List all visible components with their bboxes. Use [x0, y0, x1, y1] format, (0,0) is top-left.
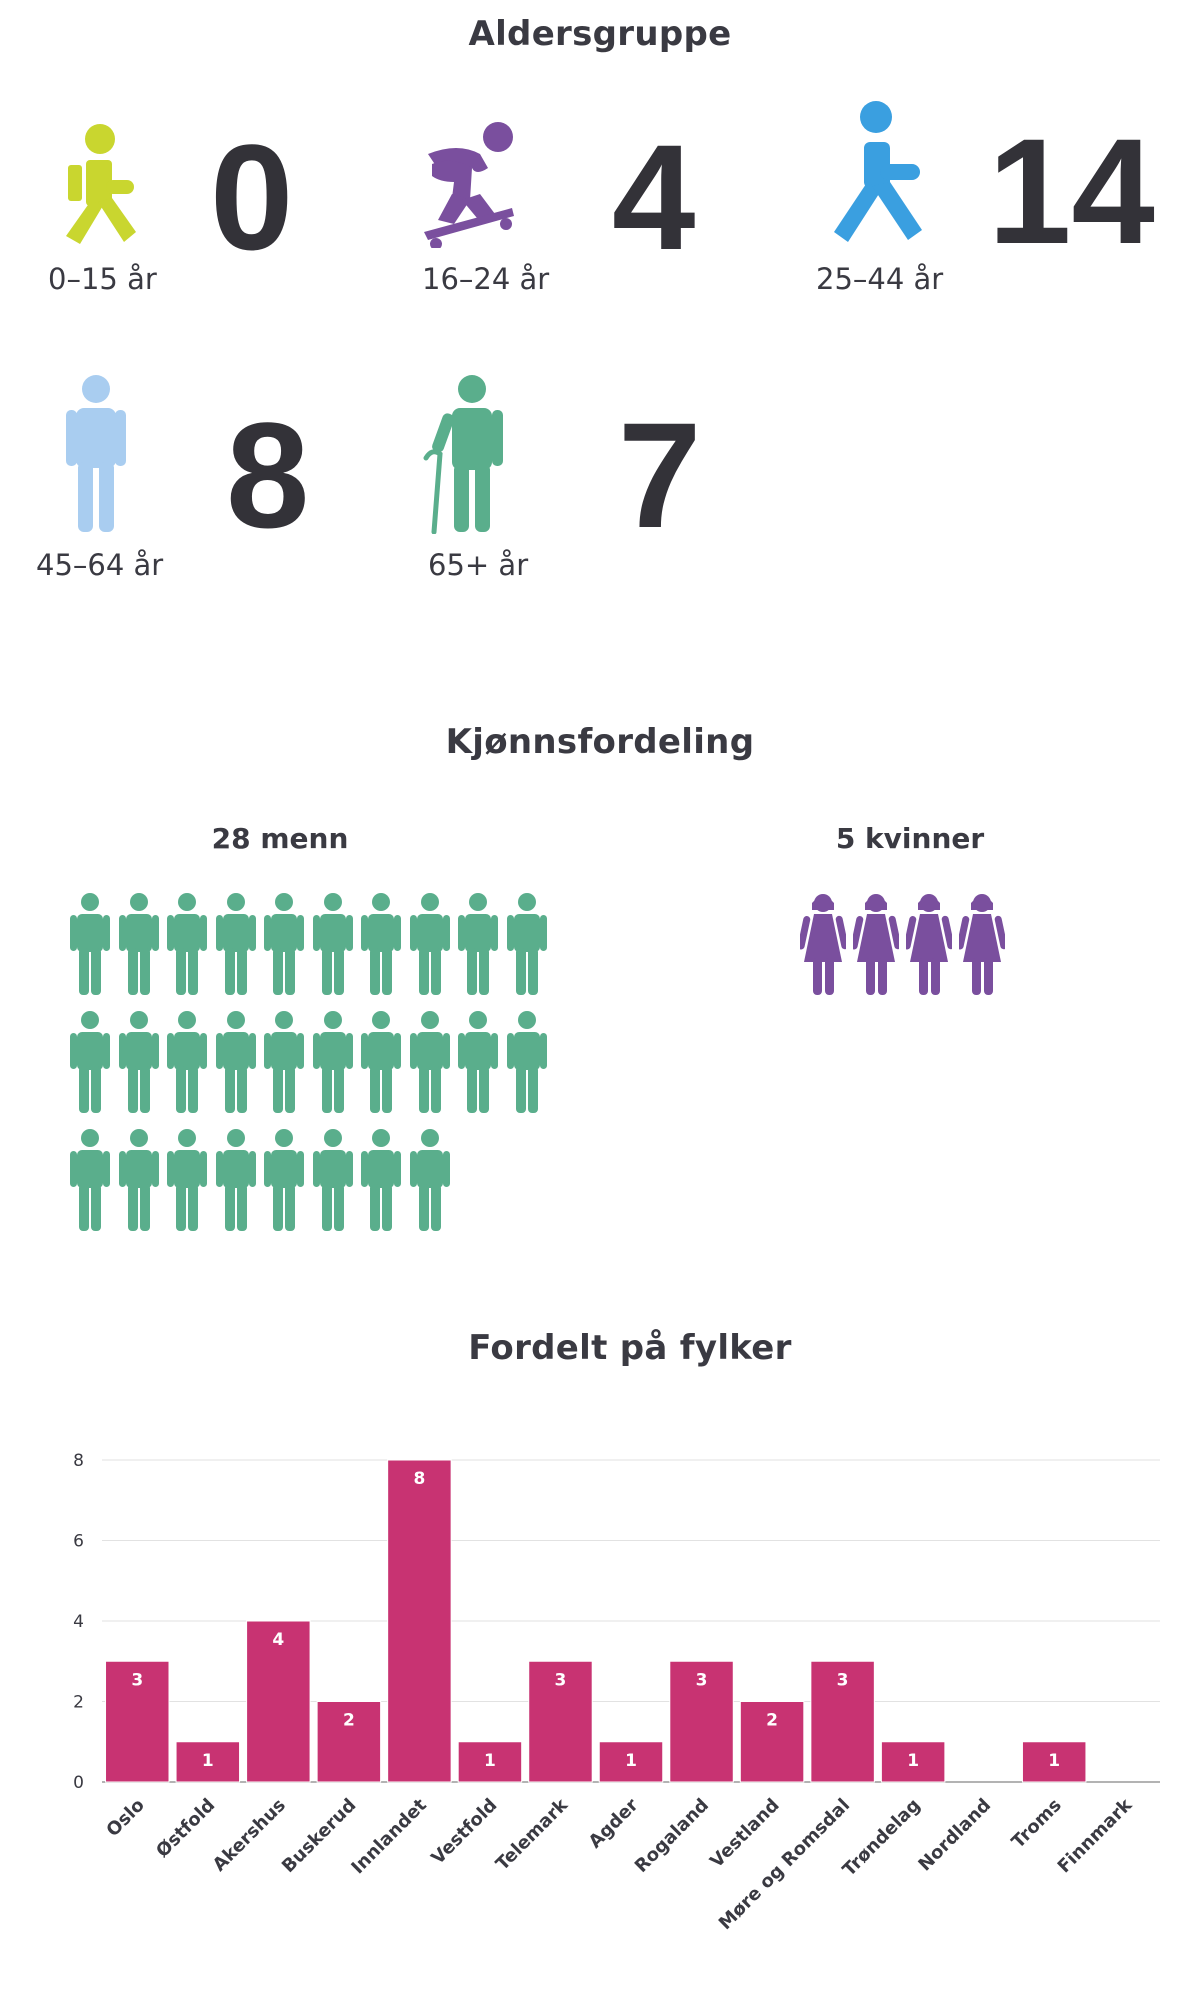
- bar: [175, 1741, 241, 1783]
- x-tick-label: Troms: [1008, 1795, 1066, 1853]
- man-icon: [167, 892, 207, 1000]
- age-count-65-plus: 7: [618, 391, 702, 559]
- man-icon: [458, 892, 498, 1000]
- bar: [810, 1660, 875, 1783]
- x-tick-label: Finnmark: [1054, 1794, 1137, 1877]
- x-tick-label: Oslo: [102, 1795, 148, 1841]
- bar-data-label: 4: [272, 1630, 284, 1650]
- woman-icon: [956, 892, 1008, 1000]
- man-icon: [264, 1010, 304, 1118]
- y-tick-label: 0: [73, 1773, 84, 1793]
- age-label-0-15: 0–15 år: [48, 262, 157, 296]
- bar: [669, 1660, 734, 1783]
- county-bar-chart: 024683Oslo1Østfold4Akershus2Buskerud8Inn…: [73, 1451, 1160, 1934]
- bar: [387, 1459, 452, 1783]
- man-icon: [312, 1010, 353, 1118]
- men-pictogram-grid: [70, 892, 550, 1232]
- bar-data-label: 3: [555, 1670, 567, 1690]
- man-icon: [409, 1128, 450, 1236]
- women-pictogram-grid: [797, 892, 1020, 1002]
- age-count-0-15: 0: [210, 113, 294, 281]
- age-count-45-64: 8: [226, 391, 310, 559]
- age-label-25-44: 25–44 år: [816, 262, 944, 296]
- x-tick-label: Telemark: [492, 1794, 573, 1875]
- x-tick-label: Nordland: [914, 1795, 995, 1876]
- y-tick-label: 2: [73, 1693, 84, 1713]
- x-tick-label: Akershus: [209, 1795, 290, 1876]
- man-icon: [70, 1010, 110, 1118]
- man-icon: [70, 1128, 110, 1236]
- men-count-label: 28 menn: [211, 822, 349, 855]
- man-icon: [118, 892, 159, 1000]
- bar-data-label: 3: [131, 1670, 143, 1690]
- bar-data-label: 1: [907, 1751, 919, 1771]
- bar: [316, 1701, 382, 1783]
- x-tick-label: Møre og Romsdal: [715, 1795, 854, 1934]
- age-label-65-plus: 65+ år: [428, 548, 529, 582]
- woman-icon: [903, 892, 955, 1000]
- age-count-25-44: 14: [988, 107, 1155, 275]
- bar-data-label: 1: [202, 1751, 214, 1771]
- women-count-label: 5 kvinner: [835, 822, 985, 855]
- bar-data-label: 3: [696, 1670, 708, 1690]
- y-tick-label: 8: [73, 1451, 84, 1471]
- x-tick-label: Innlandet: [347, 1794, 431, 1878]
- bar: [739, 1701, 805, 1783]
- man-icon: [215, 1010, 256, 1118]
- bar: [1021, 1741, 1087, 1783]
- skateboarder-icon: [424, 122, 514, 248]
- bar-data-label: 8: [413, 1469, 425, 1489]
- man-icon: [361, 1010, 401, 1118]
- y-tick-label: 6: [73, 1532, 84, 1552]
- bar: [880, 1741, 946, 1783]
- man-icon: [361, 1128, 401, 1236]
- age-label-45-64: 45–64 år: [36, 548, 164, 582]
- man-icon: [215, 892, 256, 1000]
- elderly-person-cane-icon: [423, 375, 503, 534]
- age-count-16-24: 4: [612, 113, 696, 281]
- bar: [598, 1741, 664, 1783]
- man-icon: [167, 1128, 207, 1236]
- woman-icon: [797, 892, 849, 1000]
- age-section-title: Aldersgruppe: [468, 14, 732, 54]
- man-icon: [118, 1128, 159, 1236]
- man-icon: [167, 1010, 207, 1118]
- man-icon: [264, 892, 304, 1000]
- man-icon: [506, 1010, 547, 1118]
- running-person-icon: [834, 101, 922, 242]
- x-tick-label: Vestland: [706, 1795, 783, 1872]
- bar: [528, 1660, 593, 1783]
- man-icon: [458, 1010, 498, 1118]
- man-icon: [409, 892, 450, 1000]
- man-icon: [118, 1010, 159, 1118]
- bar: [105, 1660, 170, 1783]
- man-icon: [264, 1128, 304, 1236]
- x-tick-label: Rogaland: [631, 1795, 713, 1877]
- bar-data-label: 1: [1048, 1751, 1060, 1771]
- bar-data-label: 2: [343, 1711, 355, 1731]
- bar-data-label: 3: [837, 1670, 849, 1690]
- gender-section-title: Kjønnsfordeling: [445, 722, 755, 762]
- man-icon: [361, 892, 401, 1000]
- age-label-16-24: 16–24 år: [422, 262, 550, 296]
- bar-data-label: 1: [484, 1751, 496, 1771]
- county-section-title: Fordelt på fylker: [468, 1328, 792, 1368]
- woman-icon: [850, 892, 902, 1000]
- man-icon: [312, 892, 353, 1000]
- man-icon: [70, 892, 110, 1000]
- y-tick-label: 4: [73, 1612, 84, 1632]
- bar-data-label: 2: [766, 1711, 778, 1731]
- bar: [246, 1620, 311, 1783]
- bar: [457, 1741, 523, 1783]
- standing-person-icon: [66, 375, 126, 532]
- bar-data-label: 1: [625, 1751, 637, 1771]
- man-icon: [312, 1128, 353, 1236]
- child-backpack-icon: [66, 124, 136, 244]
- man-icon: [506, 892, 547, 1000]
- x-tick-label: Agder: [585, 1795, 643, 1853]
- man-icon: [215, 1128, 256, 1236]
- man-icon: [409, 1010, 450, 1118]
- x-tick-label: Østfold: [152, 1795, 219, 1862]
- x-tick-label: Vestfold: [427, 1795, 501, 1869]
